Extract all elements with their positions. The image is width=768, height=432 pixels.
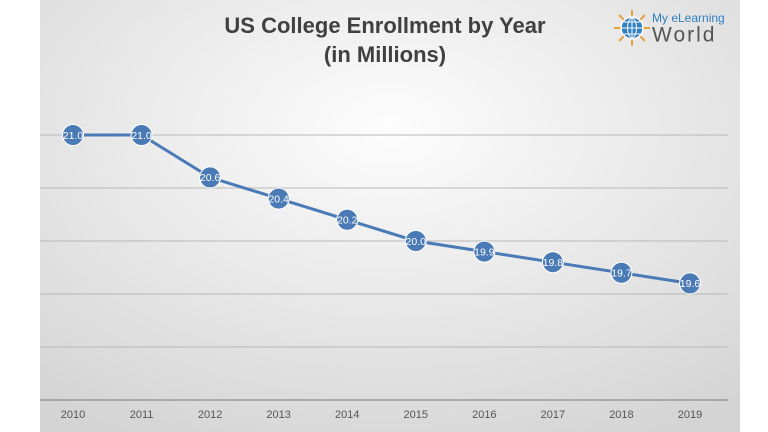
value-label: 20.0 xyxy=(406,236,427,248)
chart-title: US College Enrollment by Year xyxy=(224,13,546,38)
logo-line2: World xyxy=(652,24,716,47)
point xyxy=(267,187,290,210)
x-tick-label: 2017 xyxy=(541,409,565,421)
x-tick-label: 2019 xyxy=(678,409,702,421)
value-label: 21.0 xyxy=(131,130,152,142)
value-label: 20.4 xyxy=(268,193,289,205)
point xyxy=(62,124,84,146)
chart-subtitle: (in Millions) xyxy=(324,42,446,67)
x-tick-label: 2013 xyxy=(266,409,290,421)
point xyxy=(130,124,153,146)
x-tick-label: 2016 xyxy=(472,409,496,421)
x-tick-label: 2018 xyxy=(609,409,633,421)
value-label: 20.2 xyxy=(337,215,358,227)
value-label: 19.8 xyxy=(543,257,564,269)
x-tick-label: 2010 xyxy=(61,409,85,421)
point xyxy=(679,272,701,295)
x-tick-label: 2011 xyxy=(130,409,154,421)
x-tick-label: 2014 xyxy=(335,409,359,421)
value-label: 19.6 xyxy=(680,278,701,290)
logo: My eLearning World xyxy=(614,10,725,47)
x-tick-label: 2015 xyxy=(404,409,428,421)
series-line xyxy=(73,133,691,285)
value-label: 19.7 xyxy=(611,268,632,280)
x-tick-label: 2012 xyxy=(198,409,222,421)
point xyxy=(473,240,496,263)
point xyxy=(199,166,222,189)
value-label: 20.6 xyxy=(200,172,221,184)
value-label: 21.0 xyxy=(63,130,84,142)
point xyxy=(336,208,359,231)
plot-background xyxy=(40,0,740,432)
logo-line1: My eLearning xyxy=(652,11,725,25)
point xyxy=(610,261,633,284)
value-label: 19.9 xyxy=(474,246,495,258)
point xyxy=(541,251,564,274)
logo-globe-lines xyxy=(621,16,643,40)
point xyxy=(404,230,427,252)
